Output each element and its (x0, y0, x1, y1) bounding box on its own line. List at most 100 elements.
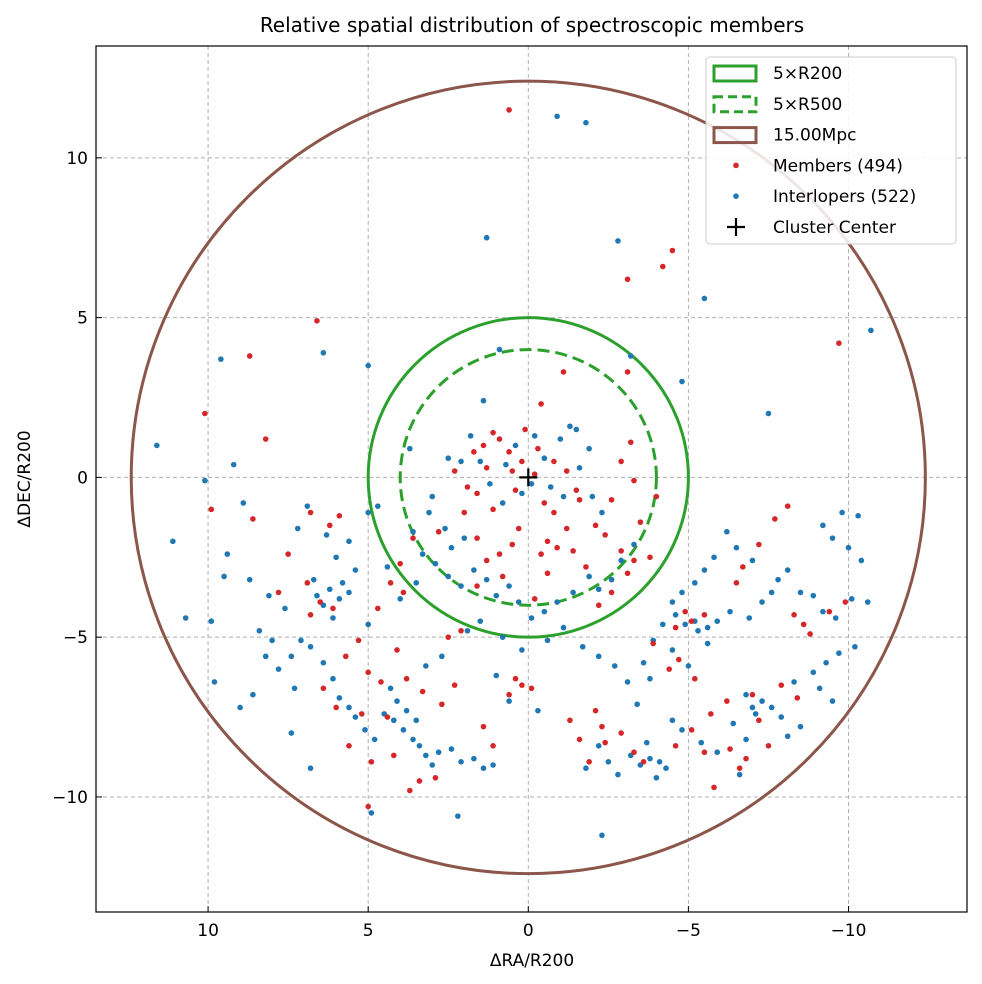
interloper-point (714, 618, 721, 625)
member-point (275, 589, 282, 596)
radius-circles (129, 79, 927, 876)
member-point (202, 410, 208, 417)
member-point (387, 580, 394, 586)
member-point (733, 580, 740, 586)
interloper-point (669, 599, 676, 605)
interloper-point (490, 762, 496, 768)
x-tick-label: 0 (523, 921, 534, 941)
member-point (627, 439, 634, 446)
member-point (650, 640, 656, 647)
y-tick-label: 5 (77, 309, 88, 329)
interloper-point (432, 560, 439, 567)
member-point (608, 496, 615, 503)
member-point (592, 522, 599, 529)
member-point (410, 535, 416, 541)
member-point (378, 679, 384, 685)
member-point (631, 557, 637, 564)
interloper-point (477, 458, 484, 465)
interloper-point (439, 653, 445, 660)
interloper-point (852, 643, 858, 650)
member-point (682, 608, 689, 615)
interloper-point (314, 592, 320, 599)
interloper-point (656, 759, 663, 765)
member-point (599, 723, 605, 730)
interloper-point (573, 426, 580, 433)
interloper-point (221, 573, 227, 580)
interloper-point (262, 653, 269, 660)
interloper-point (365, 509, 371, 516)
plot-frame (95, 45, 968, 913)
interloper-point (413, 580, 420, 586)
member-point (365, 803, 371, 810)
x-axis-label: ΔRA/R200 (490, 951, 574, 971)
circle-5-r200 (366, 316, 690, 639)
legend-box (705, 56, 957, 245)
x-tick-label: −5 (676, 921, 701, 941)
member-point (570, 548, 576, 554)
interloper-point (458, 458, 464, 465)
interloper-point (768, 589, 775, 596)
interloper-point (346, 538, 352, 545)
member-point (365, 669, 371, 676)
interloper-point (307, 765, 314, 771)
interloper-point (461, 535, 468, 541)
interloper-point (410, 528, 416, 535)
member-point (346, 743, 352, 749)
member-point (586, 759, 592, 765)
legend-item: Interlopers (522) (733, 187, 916, 207)
interloper-point (170, 538, 176, 545)
y-tick-label: −10 (52, 788, 88, 808)
interloper-point (669, 717, 676, 724)
interloper-point (429, 762, 436, 768)
member-point (474, 490, 480, 497)
member-point (445, 634, 452, 640)
member-point (368, 759, 375, 765)
interloper-point (391, 717, 397, 724)
member-point (451, 468, 458, 474)
member-point (659, 263, 666, 270)
member-point (701, 612, 708, 618)
member-point (567, 717, 573, 724)
interloper-point (570, 589, 576, 596)
legend-swatch (712, 95, 758, 114)
interloper-point (647, 675, 653, 682)
interloper-point (541, 455, 548, 462)
member-point (250, 516, 256, 522)
member-point (317, 599, 323, 605)
interloper-point (730, 720, 737, 727)
interloper-point (704, 640, 711, 647)
interloper-point (868, 327, 874, 334)
interloper-point (576, 465, 583, 471)
interloper-point (749, 557, 756, 564)
interloper-point (746, 615, 753, 621)
member-point (778, 682, 785, 688)
y-tick-label: 0 (77, 468, 88, 488)
member-point (772, 516, 778, 522)
member-point (647, 554, 653, 561)
member-point (355, 637, 362, 644)
interloper-point (387, 685, 394, 692)
interloper-point (326, 586, 333, 593)
interloper-point (845, 544, 852, 551)
interloper-point (640, 659, 647, 666)
interloper-point (589, 493, 596, 500)
member-point (358, 711, 365, 717)
member-point (490, 506, 496, 513)
legend-swatch (712, 64, 758, 83)
interloper-point (442, 525, 448, 532)
member-point (563, 525, 570, 532)
interloper-point (266, 592, 272, 599)
member-point (592, 707, 599, 714)
interloper-point (423, 752, 429, 759)
interloper-point (423, 663, 429, 669)
interloper-point (531, 433, 538, 439)
interloper-point (528, 480, 535, 487)
interloper-point (256, 627, 263, 634)
interloper-point (503, 461, 509, 468)
cluster-center-marker (519, 468, 538, 487)
interloper-point (250, 691, 256, 698)
legend-label: 5×R500 (773, 95, 842, 115)
interloper-point (410, 736, 416, 743)
interloper-point (643, 739, 650, 746)
member-point (672, 743, 679, 749)
